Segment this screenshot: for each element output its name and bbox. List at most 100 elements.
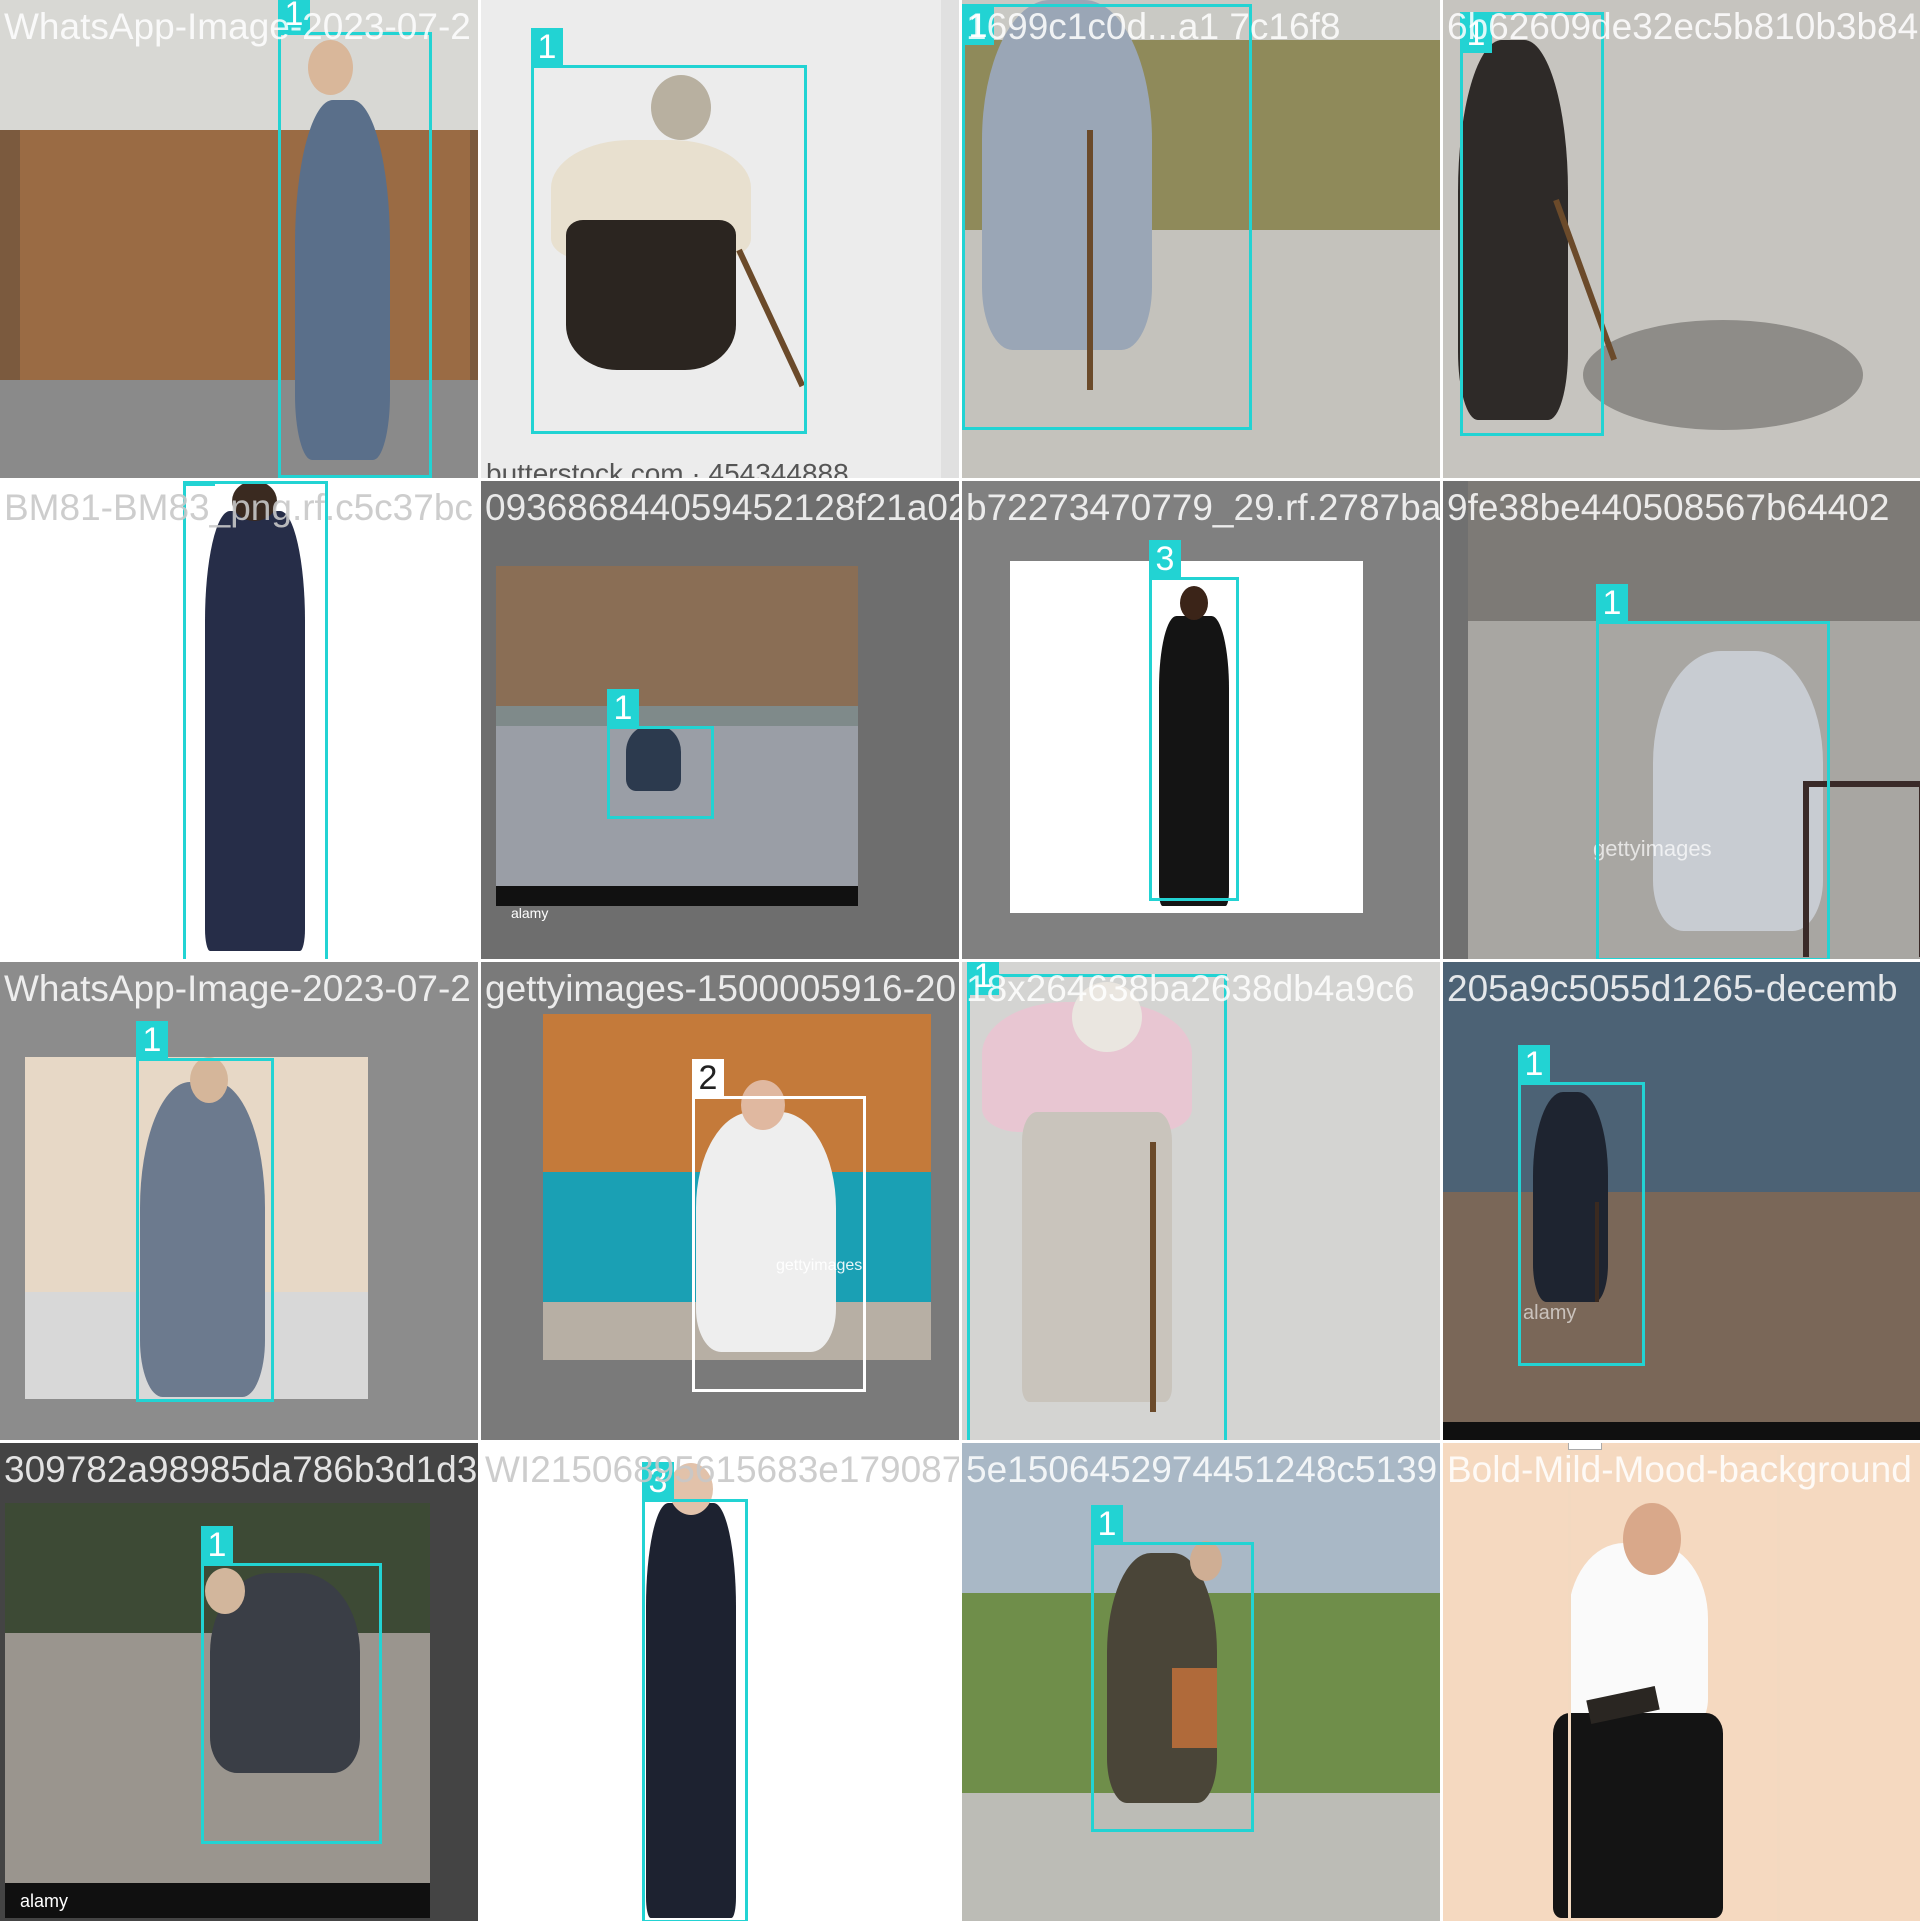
- detection-box: 3: [1149, 540, 1239, 901]
- person-head: [1072, 982, 1142, 1052]
- image-tile: alamy 309782a98985da786b3d1d3 1: [0, 1443, 478, 1921]
- image-filename: 9fe38be440508567b64402: [1447, 487, 1890, 528]
- cane: [1595, 1202, 1599, 1302]
- scene-path: [962, 1793, 1440, 1921]
- detection-label: 2: [692, 1059, 724, 1097]
- image-tile: 5e1506452974451248c5139 1: [962, 1443, 1440, 1921]
- image-tile: gettyimages 9fe38be440508567b64402 1: [1443, 481, 1920, 959]
- image-tile: butterstock.com · 454344888 1: [481, 0, 959, 478]
- person-head: [1190, 1541, 1222, 1581]
- person-head: [741, 1080, 785, 1130]
- person-figure: [295, 100, 390, 460]
- detection-box: 1: [962, 4, 1252, 430]
- watermark-text: gettyimages: [1593, 836, 1712, 861]
- watermark-text: alamy: [20, 1891, 69, 1911]
- scene-wall: [20, 130, 470, 380]
- detection-box: 1: [607, 689, 714, 819]
- detection-label: 3: [183, 481, 215, 486]
- detection-label: 1: [1091, 1505, 1123, 1543]
- image-filename: WhatsApp-Image-2023-07-2: [4, 6, 471, 47]
- person-figure: [1653, 651, 1823, 931]
- image-filename: 6b62609de32ec5b810b3b842: [1447, 6, 1920, 47]
- person-skirt: [566, 220, 736, 370]
- image-filename: b72273470779_29.rf.2787ba: [966, 487, 1440, 528]
- person-figure: [205, 511, 305, 951]
- detection-label: 1: [278, 0, 310, 33]
- image-filename: 093686844059452128f21a028: [485, 487, 959, 528]
- person-legs: [1553, 1713, 1723, 1918]
- detection-box: 1: [201, 1526, 382, 1844]
- detection-box: 1: [1091, 1505, 1254, 1832]
- image-filename: WhatsApp-Image-2023-07-2: [4, 968, 471, 1009]
- image-tile: 18x264638ba2638db4a9c6 1: [962, 962, 1440, 1440]
- cane: [1150, 1142, 1156, 1412]
- image-tile: WI21506895615683e179087 3: [481, 1443, 959, 1921]
- image-filename: 18x264638ba2638db4a9c6: [966, 968, 1415, 1009]
- detection-box: 2: [692, 1059, 866, 1392]
- image-tile: Bold-Mild-Mood-background 2: [1443, 1443, 1920, 1921]
- person-head: [669, 1463, 713, 1515]
- scene-floor: [0, 380, 478, 478]
- image-tile: alamy 205a9c5055d1265-decemb 1: [1443, 962, 1920, 1440]
- detection-box: 1: [1460, 12, 1604, 436]
- image-tile: gettyimages gettyimages-1500005916-20 2: [481, 962, 959, 1440]
- watermark-text: gettyimages: [776, 1257, 863, 1274]
- watermark-text: butterstock.com · 454344888: [486, 458, 849, 478]
- detection-box: 1: [1596, 584, 1830, 959]
- image-tile: alamy 093686844059452128f21a028 1: [481, 481, 959, 959]
- detection-label: 1: [201, 1526, 233, 1564]
- detection-box: 1: [278, 0, 432, 478]
- image-filename: 5e1506452974451248c5139: [966, 1449, 1438, 1490]
- detection-box: 1: [967, 962, 1227, 1440]
- scene-bottom-bar: [1443, 1422, 1920, 1440]
- person-head: [1180, 586, 1208, 620]
- scene-shadow: [1583, 320, 1863, 430]
- photo-caption-bar: [496, 886, 858, 906]
- detection-label: 1: [962, 7, 994, 45]
- person-figure: [140, 1082, 265, 1397]
- scene-hillside: [496, 566, 858, 706]
- detection-label: 1: [1596, 584, 1628, 622]
- detection-label: 1: [1518, 1045, 1550, 1083]
- detection-box: 2: [1568, 1443, 1780, 1921]
- detection-label: 2: [1568, 1443, 1602, 1450]
- person-figure: [696, 1112, 836, 1352]
- image-tile: 1699c1c0d...a1 7c16f8 1: [962, 0, 1440, 478]
- image-filename: 309782a98985da786b3d1d3: [4, 1449, 478, 1490]
- detection-label: 1: [1460, 15, 1492, 53]
- scene-sand: [1443, 1192, 1920, 1422]
- person-figure: [1159, 616, 1229, 906]
- person-figure: [982, 0, 1152, 350]
- image-filename: BM81-BM83_png.rf.c5c37bc: [4, 487, 473, 528]
- image-filename: Bold-Mild-Mood-background: [1447, 1449, 1912, 1490]
- image-tile: WhatsApp-Image-2023-07-2 1: [0, 962, 478, 1440]
- person-head: [1623, 1503, 1681, 1575]
- detection-box: 1: [136, 1021, 274, 1402]
- image-tile: BM81-BM83_png.rf.c5c37bc 3: [0, 481, 478, 959]
- detection-label: 1: [531, 28, 563, 66]
- shopping-bag: [1172, 1668, 1217, 1748]
- image-filename: 205a9c5055d1265-decemb: [1447, 968, 1898, 1009]
- detection-box: 3: [642, 1462, 748, 1921]
- detection-label: 3: [642, 1462, 674, 1500]
- person-head: [308, 40, 353, 95]
- detection-box: 3: [183, 481, 328, 959]
- detection-box: 1: [531, 28, 807, 434]
- image-tile: b72273470779_29.rf.2787ba 3: [962, 481, 1440, 959]
- image-tile: WhatsApp-Image-2023-07-2 1: [0, 0, 478, 478]
- person-figure: [646, 1503, 736, 1918]
- image-filename: gettyimages-1500005916-20: [485, 968, 957, 1009]
- person-figure: [626, 726, 681, 791]
- watermark-text: alamy: [511, 905, 549, 921]
- watermark-text: alamy: [1523, 1302, 1577, 1324]
- photo-caption-bar: [5, 1883, 430, 1918]
- image-tile: 6b62609de32ec5b810b3b842 1: [1443, 0, 1920, 478]
- person-figure: [1458, 40, 1568, 420]
- person-head: [205, 1568, 245, 1614]
- person-head: [232, 481, 277, 521]
- detection-label: 1: [607, 689, 639, 727]
- cane: [1087, 130, 1093, 390]
- scene-background: [0, 0, 478, 130]
- image-filename: 1699c1c0d...a1 7c16f8: [966, 6, 1341, 47]
